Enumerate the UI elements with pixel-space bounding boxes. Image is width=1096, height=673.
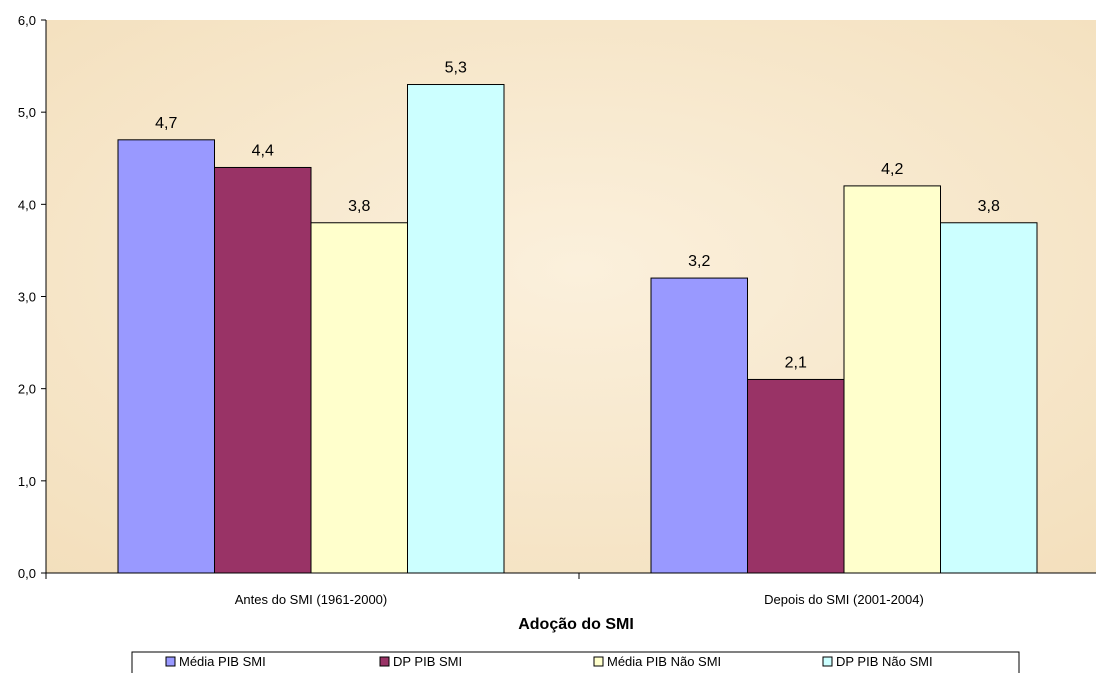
x-category-label: Antes do SMI (1961-2000) — [235, 592, 387, 607]
y-tick-label: 5,0 — [18, 105, 36, 120]
legend-swatch — [822, 656, 833, 667]
y-tick-label: 6,0 — [18, 13, 36, 28]
bar — [310, 222, 408, 574]
bar — [843, 185, 941, 574]
bar — [407, 84, 505, 574]
bar-data-label: 2,1 — [785, 354, 807, 371]
legend-swatch — [593, 656, 604, 667]
y-tick-label: 1,0 — [18, 474, 36, 489]
legend-entry-label: Média PIB Não SMI — [607, 654, 721, 669]
y-tick-label: 4,0 — [18, 197, 36, 212]
bars-group — [117, 84, 1038, 574]
bar-data-label: 4,2 — [881, 161, 903, 178]
bar-data-label: 3,8 — [348, 198, 370, 215]
x-category-label: Depois do SMI (2001-2004) — [764, 592, 924, 607]
legend-swatch — [379, 656, 390, 667]
y-tick-label: 0,0 — [18, 566, 36, 581]
legend: Média PIB SMI DP PIB SMI Média PIB Não SMI… — [131, 651, 1020, 673]
bar-data-label: 3,2 — [688, 253, 710, 270]
bar — [117, 139, 215, 574]
y-axis: 0,0 1,0 2,0 3,0 4,0 5,0 6,0 — [18, 13, 47, 581]
bar — [940, 222, 1038, 574]
x-axis: Antes do SMI (1961-2000) Depois do SMI (2… — [45, 572, 1096, 607]
x-axis-title: Adoção do SMI — [518, 616, 634, 633]
bar-data-label: 3,8 — [978, 198, 1000, 215]
y-tick-label: 3,0 — [18, 290, 36, 305]
legend-entry-label: DP PIB Não SMI — [836, 654, 933, 669]
legend-entry-label: Média PIB SMI — [179, 654, 266, 669]
bar — [747, 378, 845, 574]
y-tick-label: 2,0 — [18, 382, 36, 397]
bar — [650, 277, 748, 574]
bar — [214, 166, 312, 574]
bar-data-label: 4,4 — [252, 142, 274, 159]
bar-data-label: 5,3 — [445, 60, 467, 77]
legend-entry-label: DP PIB SMI — [393, 654, 462, 669]
legend-box — [131, 651, 1020, 673]
legend-swatch — [165, 656, 176, 667]
data-labels-group: 4,7 4,4 3,8 5,3 3,2 2,1 4,2 3,8 — [155, 60, 1000, 372]
bar-data-label: 4,7 — [155, 115, 177, 132]
